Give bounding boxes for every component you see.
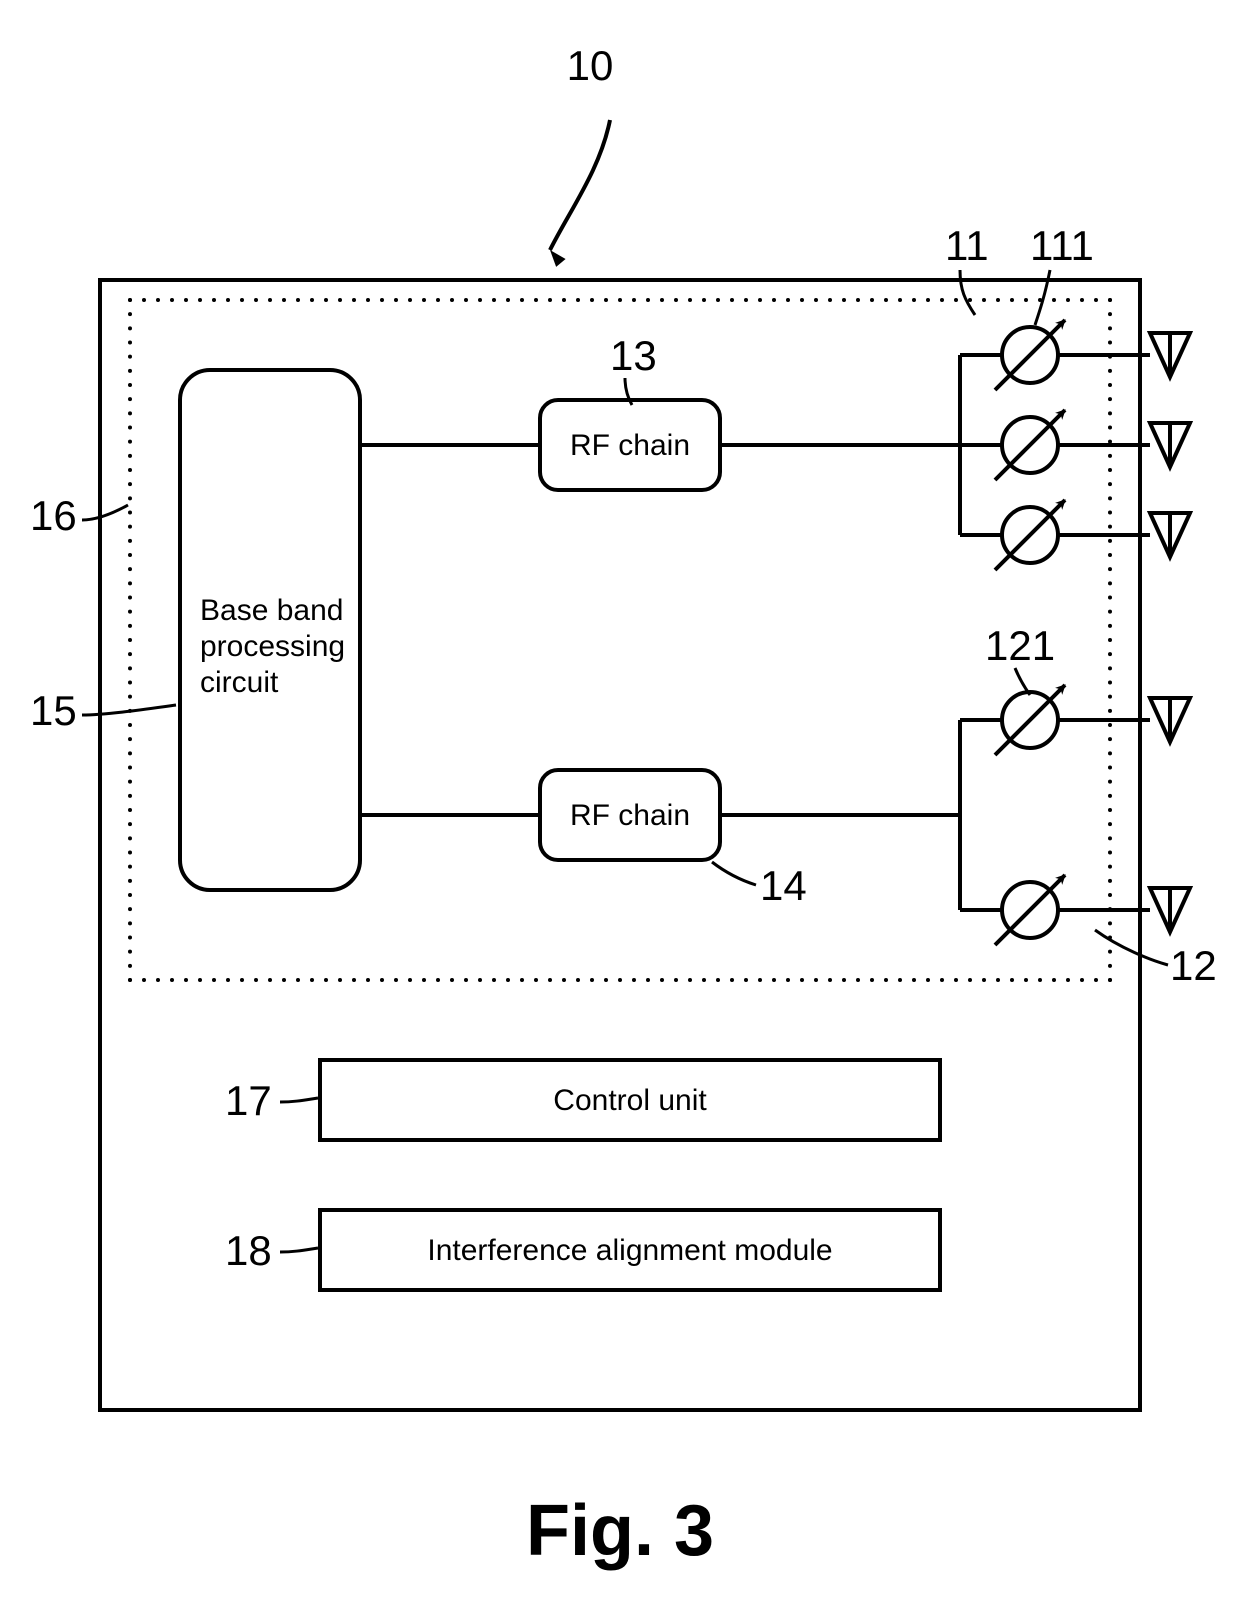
ref-14-leader (712, 862, 756, 885)
ref-17: 17 (225, 1077, 272, 1124)
rf-chain-1-label: RF chain (570, 429, 690, 462)
ref-15: 15 (30, 687, 77, 734)
rf-chain-2-label: RF chain (570, 799, 690, 832)
control-unit-block-label: Control unit (553, 1084, 707, 1117)
ref-121: 121 (985, 622, 1055, 669)
array-1-antenna-2 (1150, 513, 1190, 557)
array-1-phaseshifter-2 (995, 500, 1065, 570)
array-2-antenna-0 (1150, 698, 1190, 742)
ref-12-leader (1095, 930, 1168, 965)
baseband-label: processing (200, 630, 345, 663)
ref-18: 18 (225, 1227, 272, 1274)
array-1-phaseshifter-1 (995, 410, 1065, 480)
ref-12: 12 (1170, 942, 1217, 989)
ref-17-leader (280, 1098, 318, 1102)
array-1-phaseshifter-0 (995, 320, 1065, 390)
array-2-phaseshifter-1 (995, 875, 1065, 945)
baseband-label: Base band (200, 594, 343, 627)
ref-11: 11 (945, 222, 989, 269)
ref-18-leader (280, 1248, 318, 1252)
ref-10: 10 (567, 42, 614, 89)
array-1-antenna-1 (1150, 423, 1190, 467)
array-2-antenna-1 (1150, 888, 1190, 932)
baseband-label: circuit (200, 666, 279, 699)
ref-15-leader (82, 705, 176, 715)
array-2-phaseshifter-0 (995, 685, 1065, 755)
ref-10-arrowhead (550, 250, 566, 267)
ia-module-block-label: Interference alignment module (427, 1234, 832, 1267)
ref-10-leader (550, 120, 610, 250)
ref-111: 111 (1030, 222, 1094, 269)
ref-16-leader (82, 505, 128, 520)
ref-11-leader (960, 270, 975, 315)
ref-121-leader (1015, 668, 1030, 695)
ref-16: 16 (30, 492, 77, 539)
array-1-antenna-0 (1150, 333, 1190, 377)
ref-14: 14 (760, 862, 807, 909)
figure-label: Fig. 3 (526, 1491, 714, 1571)
ref-13: 13 (610, 332, 657, 379)
